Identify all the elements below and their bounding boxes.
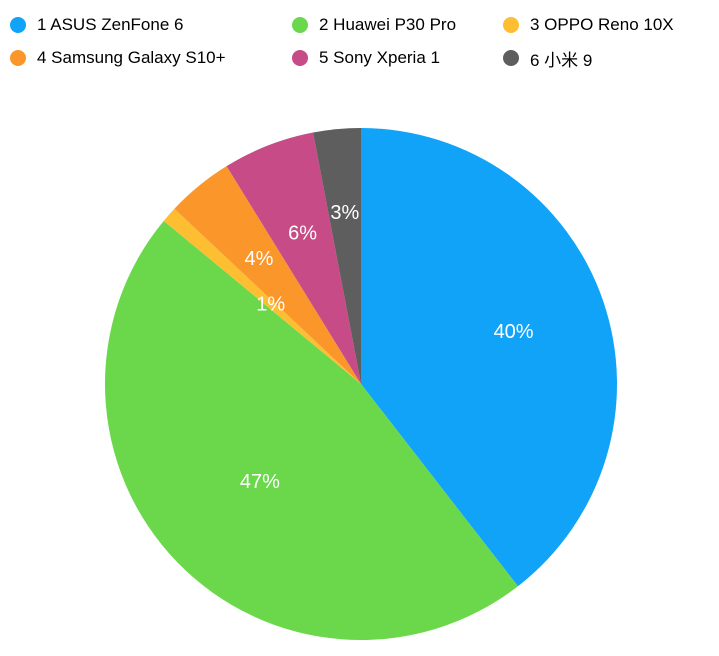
legend-item-5: 5 Sony Xperia 1 xyxy=(292,47,440,69)
legend-label-5: 5 Sony Xperia 1 xyxy=(319,48,440,67)
pie-slice-1 xyxy=(361,128,617,587)
legend-swatch-6 xyxy=(503,50,519,66)
legend-label-6: 6 小米 9 xyxy=(530,50,593,70)
pie-data-labels: 40% 47% 1% 4% 6% 3% xyxy=(240,202,534,493)
legend-swatch-3 xyxy=(503,17,519,33)
legend-swatch-5 xyxy=(292,50,308,66)
pie-data-label-3: 1% xyxy=(256,293,285,315)
pie-slice-2 xyxy=(104,220,518,640)
pie-data-label-5: 6% xyxy=(288,223,317,245)
pie-slice-6 xyxy=(313,128,361,384)
chart-legend: 1 ASUS ZenFone 6 2 Huawei P30 Pro 3 OPPO… xyxy=(10,14,715,78)
pie-slice-5 xyxy=(226,132,361,384)
pie-slice-3 xyxy=(163,208,361,384)
pie-slices xyxy=(104,128,617,640)
pie-data-label-6: 3% xyxy=(330,202,359,224)
legend-item-2: 2 Huawei P30 Pro xyxy=(292,14,456,36)
pie-slice-4 xyxy=(174,166,361,384)
legend-item-6: 6 小米 9 xyxy=(503,47,593,70)
legend-label-3: 3 OPPO Reno 10X xyxy=(530,15,674,34)
legend-item-1: 1 ASUS ZenFone 6 xyxy=(10,14,183,36)
pie-data-label-1: 40% xyxy=(494,321,534,343)
legend-swatch-2 xyxy=(292,17,308,33)
legend-swatch-4 xyxy=(10,50,26,66)
legend-label-1: 1 ASUS ZenFone 6 xyxy=(37,15,184,34)
pie-data-label-4: 4% xyxy=(245,248,274,270)
pie-data-label-2: 47% xyxy=(240,471,280,493)
legend-label-2: 2 Huawei P30 Pro xyxy=(319,15,457,34)
legend-item-3: 3 OPPO Reno 10X xyxy=(503,14,674,36)
legend-swatch-1 xyxy=(10,17,26,33)
legend-label-4: 4 Samsung Galaxy S10+ xyxy=(37,48,226,67)
legend-item-4: 4 Samsung Galaxy S10+ xyxy=(10,47,226,69)
